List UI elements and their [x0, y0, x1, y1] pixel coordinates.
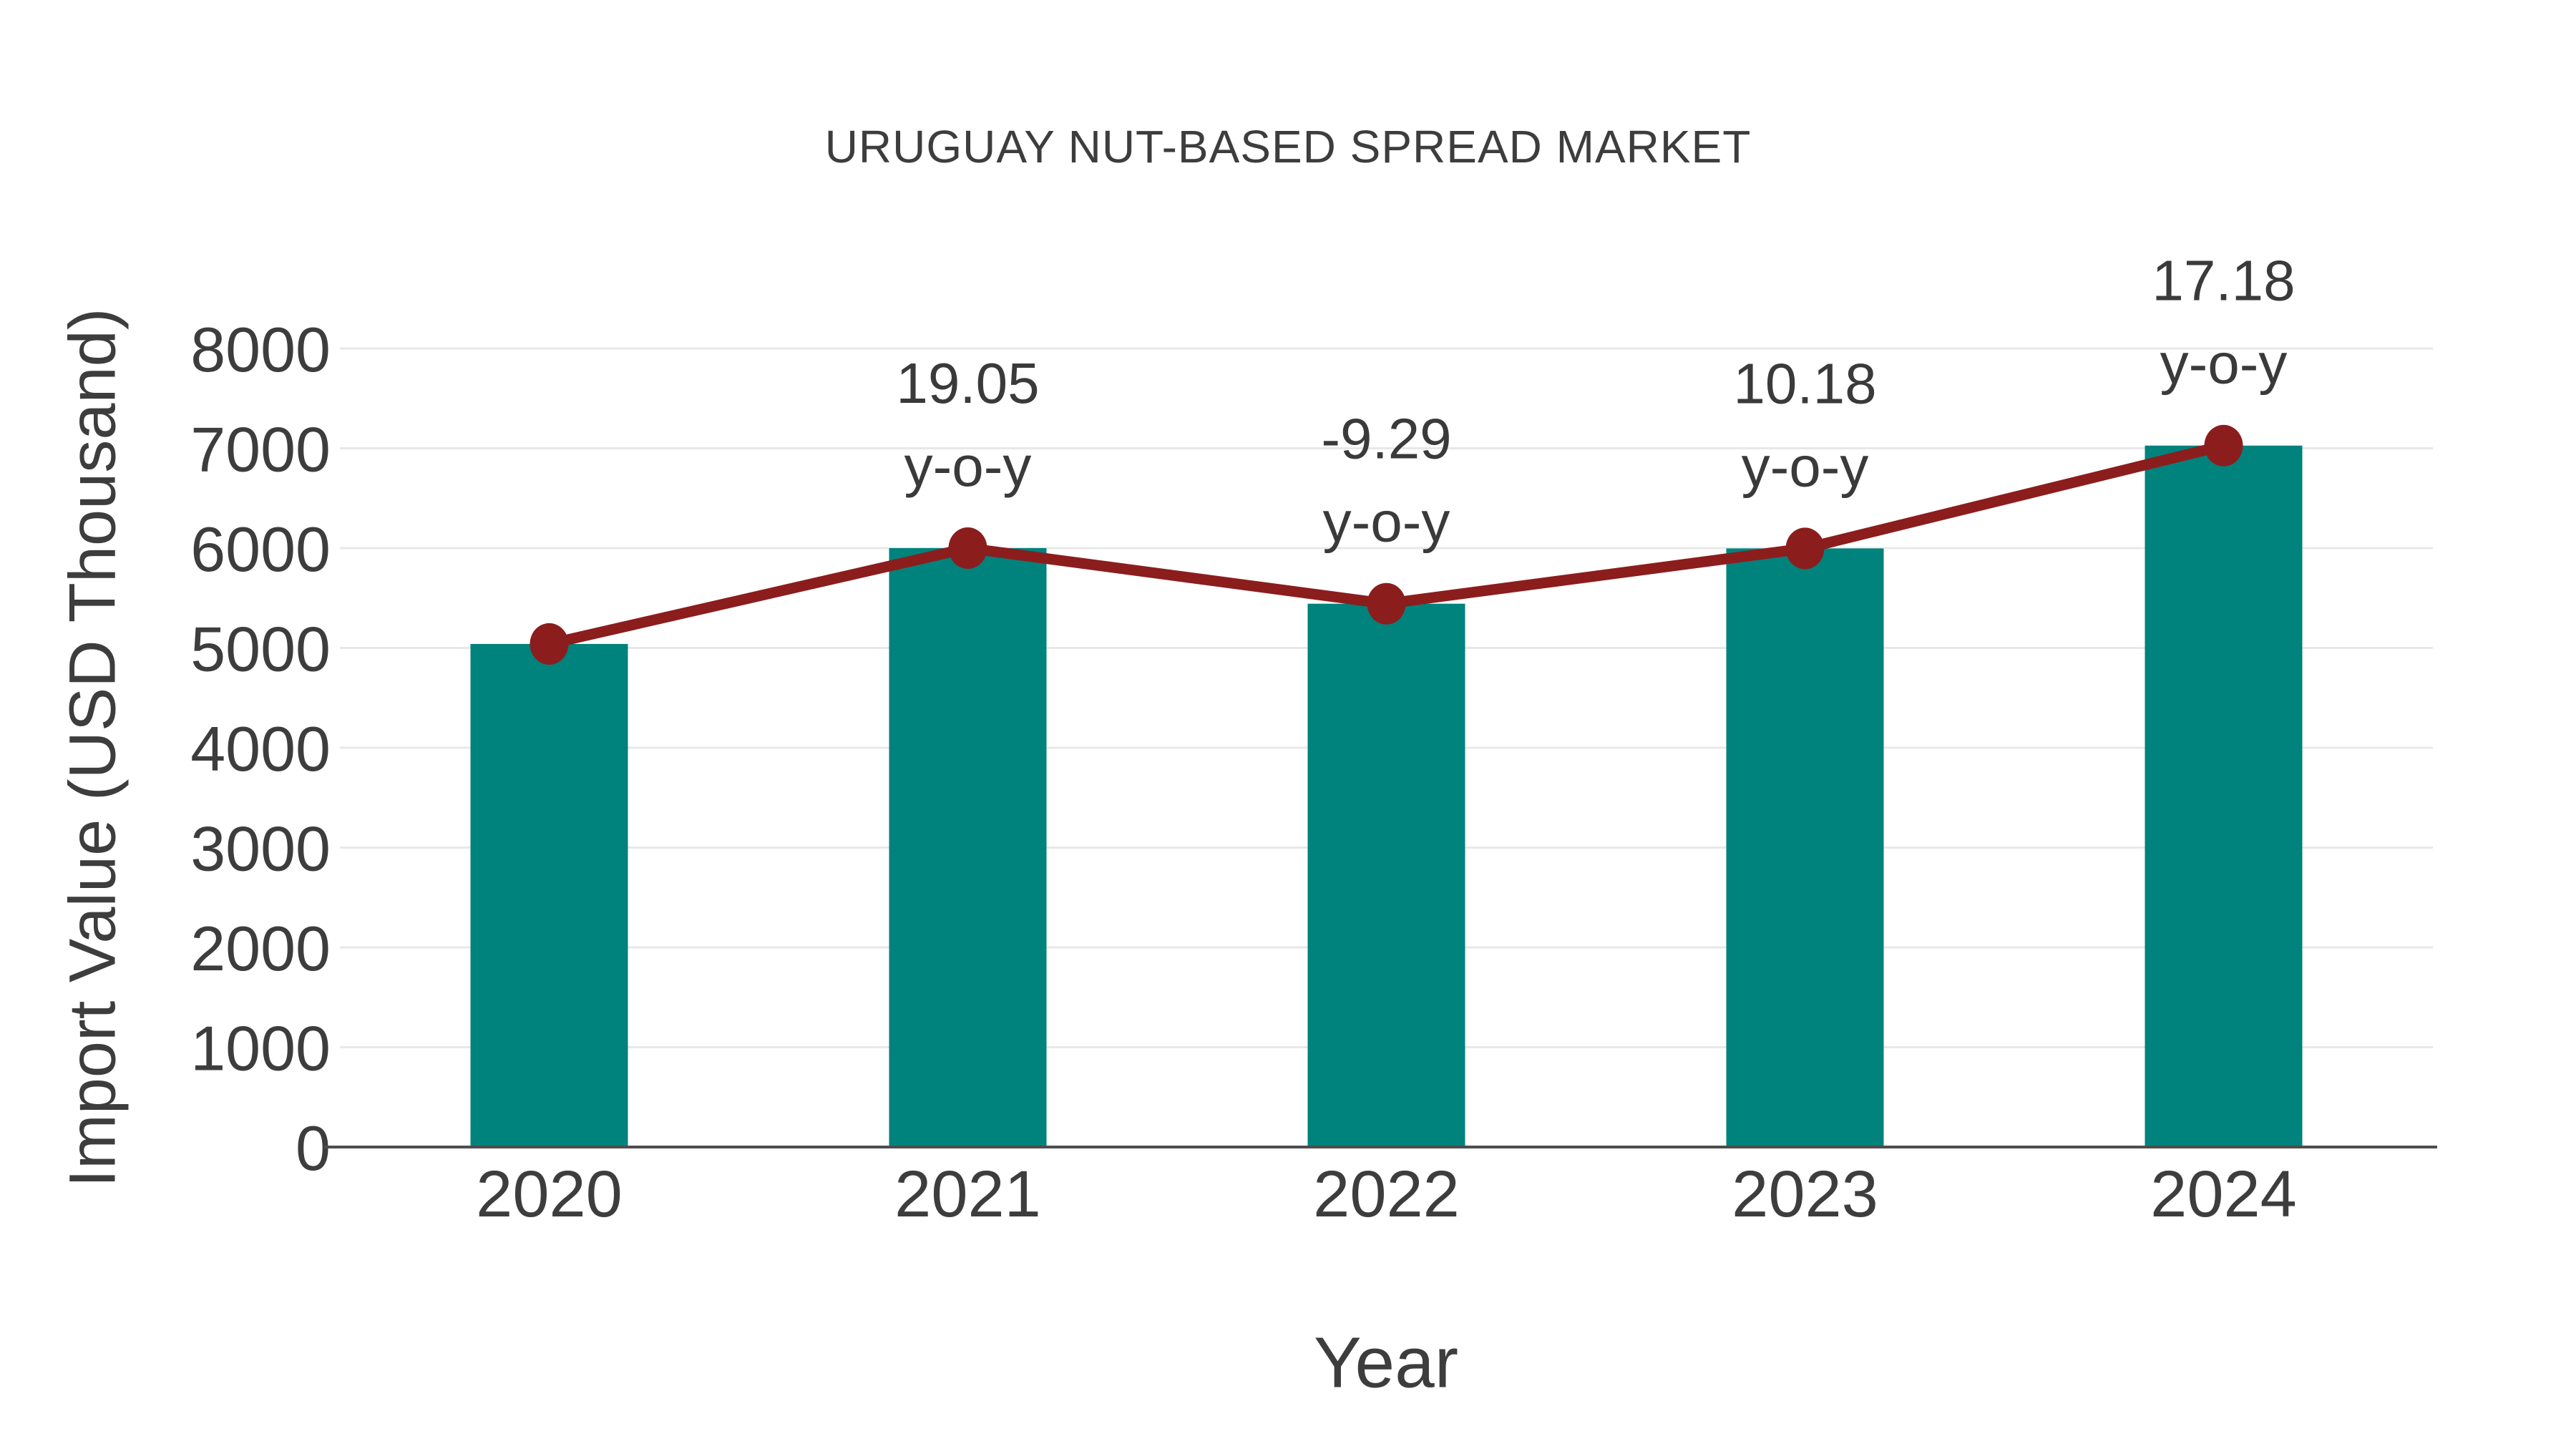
yoy-annotation-suffix-2024: y-o-y — [2160, 332, 2288, 396]
data-point-2021 — [948, 527, 987, 569]
yoy-annotation-suffix-2022: y-o-y — [1323, 490, 1450, 554]
yoy-annotation-suffix-2023: y-o-y — [1742, 434, 1869, 498]
chart-title: URUGUAY NUT-BASED SPREAD MARKET — [824, 121, 1752, 172]
bar-2023 — [1726, 548, 1884, 1147]
data-point-2023 — [1785, 527, 1825, 570]
y-tick-label: 1000 — [190, 1013, 331, 1084]
bar-2020 — [470, 643, 628, 1147]
x-tick-label-2024: 2024 — [2150, 1158, 2297, 1231]
bar-2021 — [889, 548, 1047, 1147]
y-tick-label: 7000 — [190, 414, 331, 485]
y-tick-label: 4000 — [190, 713, 331, 784]
data-point-2022 — [1367, 582, 1406, 625]
data-point-2024 — [2204, 424, 2243, 467]
yoy-annotation-value-2022: -9.29 — [1321, 407, 1451, 471]
y-tick-label: 3000 — [190, 814, 331, 884]
bar-2024 — [2145, 445, 2303, 1147]
y-tick-label: 6000 — [190, 514, 331, 585]
x-tick-label-2022: 2022 — [1313, 1158, 1460, 1231]
data-point-2020 — [530, 623, 569, 665]
yoy-annotation-suffix-2021: y-o-y — [904, 434, 1032, 498]
x-tick-label-2023: 2023 — [1732, 1158, 1878, 1231]
yoy-annotation-value-2023: 10.18 — [1733, 351, 1876, 415]
bar-2022 — [1307, 603, 1465, 1147]
y-tick-label: 8000 — [190, 314, 331, 385]
x-axis-title: Year — [1313, 1322, 1459, 1403]
x-tick-label-2020: 2020 — [476, 1158, 623, 1231]
yoy-annotation-value-2024: 17.18 — [2152, 249, 2295, 313]
y-tick-label: 2000 — [190, 913, 331, 984]
y-tick-label: 5000 — [190, 614, 331, 685]
yoy-annotation-value-2021: 19.05 — [896, 351, 1039, 415]
x-tick-label-2021: 2021 — [894, 1158, 1041, 1231]
